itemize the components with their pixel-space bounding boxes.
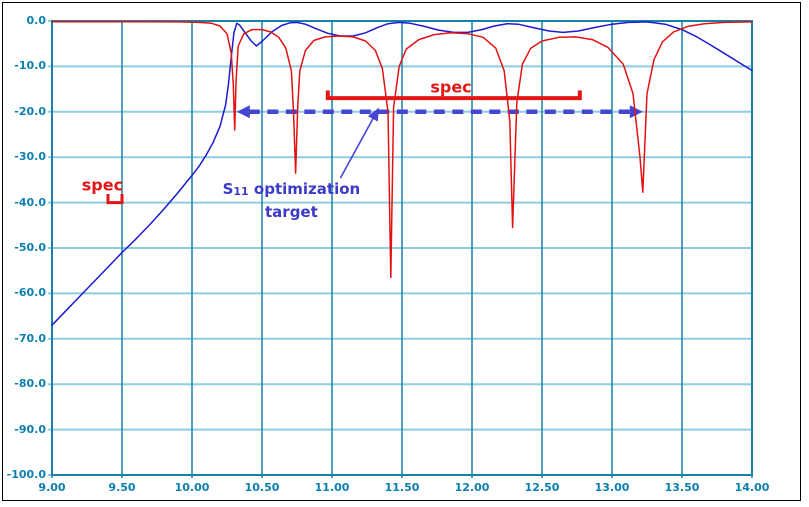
annotation-arrow [339, 107, 379, 179]
y-tick-label: -10.0 [14, 59, 46, 73]
x-tick-label: 11.00 [314, 481, 350, 494]
stopband-spec-label: spec [81, 175, 124, 195]
x-tick-label: 12.50 [524, 481, 560, 494]
y-tick-label: -100.0 [6, 468, 46, 481]
vertical-gridlines [51, 21, 753, 478]
y-tick-label: -70.0 [14, 331, 46, 345]
spec-brackets [106, 90, 582, 205]
horizontal-gridlines [48, 20, 752, 476]
s21-curve [51, 21, 753, 326]
y-tick-label: -30.0 [14, 150, 46, 164]
x-tick-label: 12.00 [454, 481, 490, 494]
passband-spec-bracket [325, 90, 582, 101]
y-tick-label: -50.0 [14, 241, 46, 254]
s11-target-label-line1: S11 optimization [223, 180, 361, 198]
plot-border [51, 20, 753, 476]
right-arrowhead-icon [629, 105, 643, 119]
left-arrowhead-icon [236, 105, 250, 119]
x-tick-label: 9.50 [108, 481, 136, 494]
response-curves [51, 20, 753, 326]
x-tick-label: 14.00 [734, 481, 770, 494]
x-tick-label: 13.50 [664, 481, 700, 494]
passband-spec-label: spec [430, 77, 472, 97]
y-tick-label: -60.0 [14, 286, 46, 300]
y-tick-label: -90.0 [14, 422, 46, 436]
y-tick-label: -80.0 [14, 377, 46, 391]
stopband-spec-bracket [106, 193, 124, 205]
y-tick-label: -20.0 [14, 104, 46, 118]
x-tick-label: 11.50 [384, 481, 420, 494]
y-tick-label: -40.0 [14, 195, 46, 209]
y-tick-label: 0.0 [26, 14, 47, 27]
x-tick-label: 10.50 [244, 481, 280, 494]
s11-target-dashed-line [236, 105, 643, 119]
s11-subscript: 11 [233, 184, 249, 198]
s11-symbol: S [222, 179, 234, 198]
s11-target-label-line2: target [265, 202, 318, 221]
optimization-word: optimization [253, 179, 361, 198]
x-tick-label: 10.00 [174, 481, 210, 494]
s11-curve [51, 20, 753, 279]
x-tick-label: 9.00 [38, 481, 66, 494]
target-pointer-arrow [339, 107, 379, 179]
x-tick-label: 13.00 [594, 481, 630, 494]
